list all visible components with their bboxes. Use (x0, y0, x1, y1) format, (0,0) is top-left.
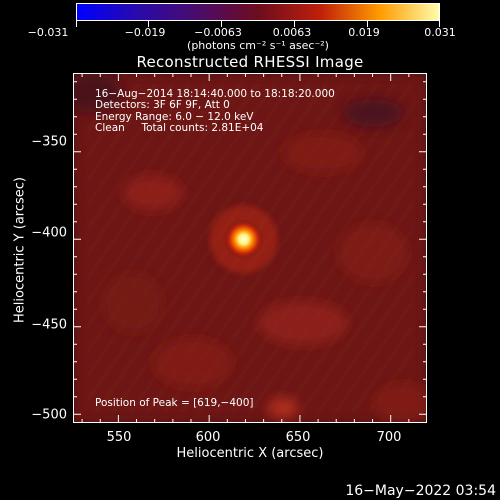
peak-position: Position of Peak = [619,−400] (95, 397, 254, 409)
x-tick-label: 650 (285, 430, 311, 445)
colorbar-tick (439, 21, 440, 27)
energy-range-text: Energy Range: 6.0 − 12.0 keV (95, 111, 254, 123)
colorbar-tick (76, 21, 77, 27)
y-tick-label: −350 (31, 134, 67, 150)
detectors-text: Detectors: 3F 6F 9F, Att 0 (95, 99, 230, 111)
image-title: Reconstructed RHESSI Image (136, 53, 364, 71)
x-axis-label: Heliocentric X (arcsec) (176, 446, 324, 461)
colorbar (76, 3, 440, 21)
image-blobs (73, 73, 427, 423)
colorbar-tick (221, 21, 222, 27)
colorbar-unit: (photons cm⁻² s⁻¹ asec⁻²) (187, 39, 329, 52)
x-tick-label: 550 (106, 430, 132, 445)
colorbar-tick-label: −0.0063 (194, 26, 242, 39)
timestamp: 16−May−2022 03:54 (345, 483, 496, 499)
colorbar-tick-label: −0.031 (27, 26, 69, 39)
colorbar-tick (148, 21, 149, 27)
colorbar-tick-label: 0.0063 (272, 26, 312, 39)
y-tick-label: −450 (31, 317, 67, 333)
rhessi-image (73, 73, 427, 423)
flare-source (223, 219, 264, 260)
colorbar-tick-label: 0.019 (348, 26, 380, 39)
y-tick-label: −400 (31, 225, 67, 241)
colorbar-tick (367, 21, 368, 27)
y-tick-label: −500 (31, 407, 67, 423)
clean-total-counts: Clean Total counts: 2.81E+04 (95, 122, 264, 134)
colorbar-tick-label: −0.019 (124, 26, 166, 39)
x-tick-label: 600 (195, 430, 221, 445)
y-axis-label: Heliocentric Y (arcsec) (12, 177, 28, 323)
plot-frame (73, 73, 427, 423)
colorbar-tick (294, 21, 295, 27)
colorbar-tick-label: 0.031 (424, 26, 456, 39)
time-range: 16−Aug−2014 18:14:40.000 to 18:18:20.000 (95, 88, 335, 100)
axis-ticks (73, 73, 427, 423)
x-tick-label: 700 (376, 430, 402, 445)
